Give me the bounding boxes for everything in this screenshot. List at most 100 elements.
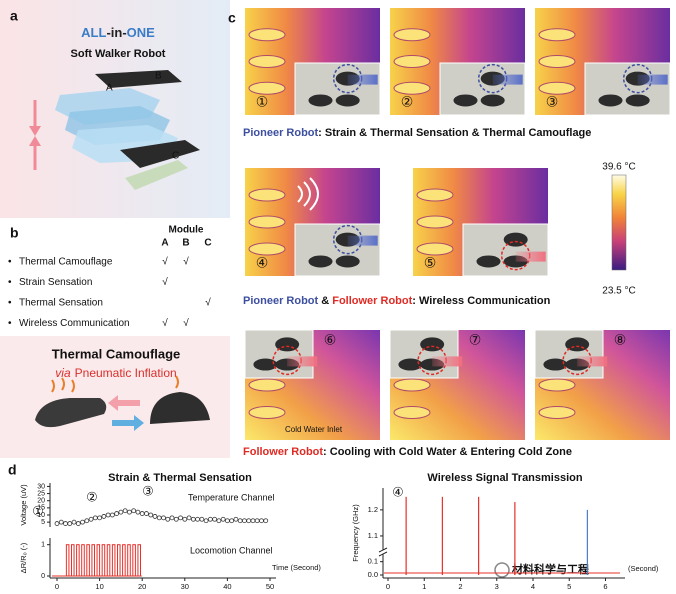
data-point bbox=[92, 515, 98, 521]
x-tick-label: 10 bbox=[95, 582, 103, 591]
y-tick-label: 1.1 bbox=[368, 531, 378, 540]
thermal-electrode bbox=[248, 242, 286, 256]
panel-a-subtitle: Soft Walker Robot bbox=[71, 48, 166, 60]
data-point bbox=[105, 512, 111, 518]
x-tick-label: 20 bbox=[138, 582, 146, 591]
y-tick-label: 20 bbox=[37, 498, 45, 505]
data-point bbox=[58, 519, 64, 525]
robot bbox=[543, 358, 568, 371]
x-tick-label: 50 bbox=[266, 582, 274, 591]
pulse bbox=[132, 544, 136, 577]
data-point bbox=[263, 518, 269, 524]
watermark bbox=[494, 562, 510, 578]
data-point bbox=[246, 518, 252, 524]
data-point bbox=[101, 514, 107, 519]
signal-waves bbox=[297, 177, 319, 211]
part-label: C bbox=[172, 151, 179, 162]
robot-illustration bbox=[35, 375, 210, 431]
thermal-electrode bbox=[538, 28, 576, 42]
thermal-electrode bbox=[393, 406, 431, 419]
channel-label: Locomotion Channel bbox=[190, 545, 273, 555]
data-point bbox=[63, 521, 68, 526]
caption: Pioneer Robot & Follower Robot: Wireless… bbox=[243, 295, 551, 307]
text-segment: Pneumatic Inflation bbox=[75, 366, 177, 380]
motion-arrow bbox=[432, 356, 463, 367]
data-point bbox=[178, 515, 183, 521]
data-point bbox=[139, 511, 145, 516]
pulse bbox=[91, 544, 95, 577]
panel-label: d bbox=[8, 462, 17, 478]
column-header: A bbox=[161, 238, 168, 249]
data-point bbox=[190, 516, 196, 522]
data-point bbox=[224, 518, 230, 524]
step-number: ⑤ bbox=[424, 255, 437, 271]
data-point bbox=[118, 509, 124, 515]
y-tick-label: 25 bbox=[37, 490, 45, 497]
x-tick-label: 40 bbox=[223, 582, 231, 591]
y-tick-label: 15 bbox=[37, 505, 45, 512]
step-number: ④ bbox=[256, 255, 269, 271]
data-point bbox=[216, 518, 222, 524]
pulse bbox=[86, 544, 90, 577]
y-tick-label: 30 bbox=[37, 483, 45, 490]
motion-arrow bbox=[515, 251, 546, 262]
motion-arrow bbox=[347, 74, 378, 85]
x-axis-label: (Second) bbox=[628, 564, 659, 573]
panel-label: b bbox=[10, 225, 19, 241]
data-point bbox=[250, 518, 256, 524]
robot-photo bbox=[389, 329, 459, 379]
data-point bbox=[152, 514, 158, 519]
row-name: Thermal Sensation bbox=[19, 298, 103, 309]
chart-title: Strain & Thermal Sensation bbox=[108, 472, 252, 484]
thermal-electrode bbox=[538, 81, 576, 95]
panel-a-title: ALL-in-ONE bbox=[81, 25, 155, 40]
data-point bbox=[135, 509, 141, 515]
robot bbox=[308, 255, 333, 268]
x-tick-label: 2 bbox=[458, 582, 462, 591]
camouflage-title: Thermal Camouflage bbox=[52, 346, 181, 361]
y-tick-label: 0.0 bbox=[368, 570, 378, 579]
motion-arrow bbox=[347, 235, 378, 246]
pulse bbox=[116, 544, 121, 577]
robot-photo bbox=[294, 223, 381, 277]
thermal-electrode bbox=[538, 378, 576, 392]
data-point bbox=[114, 511, 120, 516]
thermal-electrode bbox=[248, 215, 286, 229]
part-label: A bbox=[106, 83, 113, 94]
step-number: ⑦ bbox=[469, 332, 482, 348]
y-tick-label: 0 bbox=[41, 573, 45, 580]
bullet: • bbox=[8, 257, 12, 268]
robot bbox=[398, 358, 423, 371]
check-mark: √ bbox=[205, 297, 211, 309]
robot bbox=[598, 94, 623, 107]
thermal-electrode bbox=[416, 188, 454, 202]
bullet: • bbox=[8, 298, 12, 309]
y-axis-label: Frequency (GHz) bbox=[351, 504, 360, 562]
module-table: A B C • Thermal Camouflage √ √ • Strain Sensatio… bbox=[8, 238, 212, 330]
pulse bbox=[96, 544, 101, 577]
thermal-electrode bbox=[538, 406, 576, 419]
x-tick-label: 6 bbox=[603, 582, 607, 591]
text-segment: ALL bbox=[81, 25, 106, 40]
y-tick-label: 5 bbox=[41, 519, 45, 526]
step-number: ② bbox=[401, 94, 414, 110]
thermal-electrode bbox=[393, 55, 431, 68]
pulse bbox=[137, 544, 141, 577]
data-point bbox=[71, 519, 77, 525]
data-point bbox=[109, 512, 115, 518]
pulse bbox=[106, 544, 111, 577]
data-point bbox=[97, 515, 102, 521]
data-point bbox=[233, 516, 239, 522]
inlet-label: Cold Water Inlet bbox=[285, 425, 343, 434]
annotation: ① bbox=[32, 503, 44, 518]
pulse bbox=[122, 544, 126, 577]
data-point bbox=[54, 521, 60, 526]
text-segment: : Wireless Communication bbox=[412, 295, 550, 307]
check-mark: √ bbox=[183, 256, 189, 268]
thermal-electrode bbox=[416, 215, 454, 229]
x-tick-label: 0 bbox=[386, 582, 390, 591]
y-axis-label: ΔR/R₀ (-) bbox=[19, 542, 28, 573]
check-mark: √ bbox=[162, 276, 168, 288]
x-tick-label: 30 bbox=[181, 582, 189, 591]
